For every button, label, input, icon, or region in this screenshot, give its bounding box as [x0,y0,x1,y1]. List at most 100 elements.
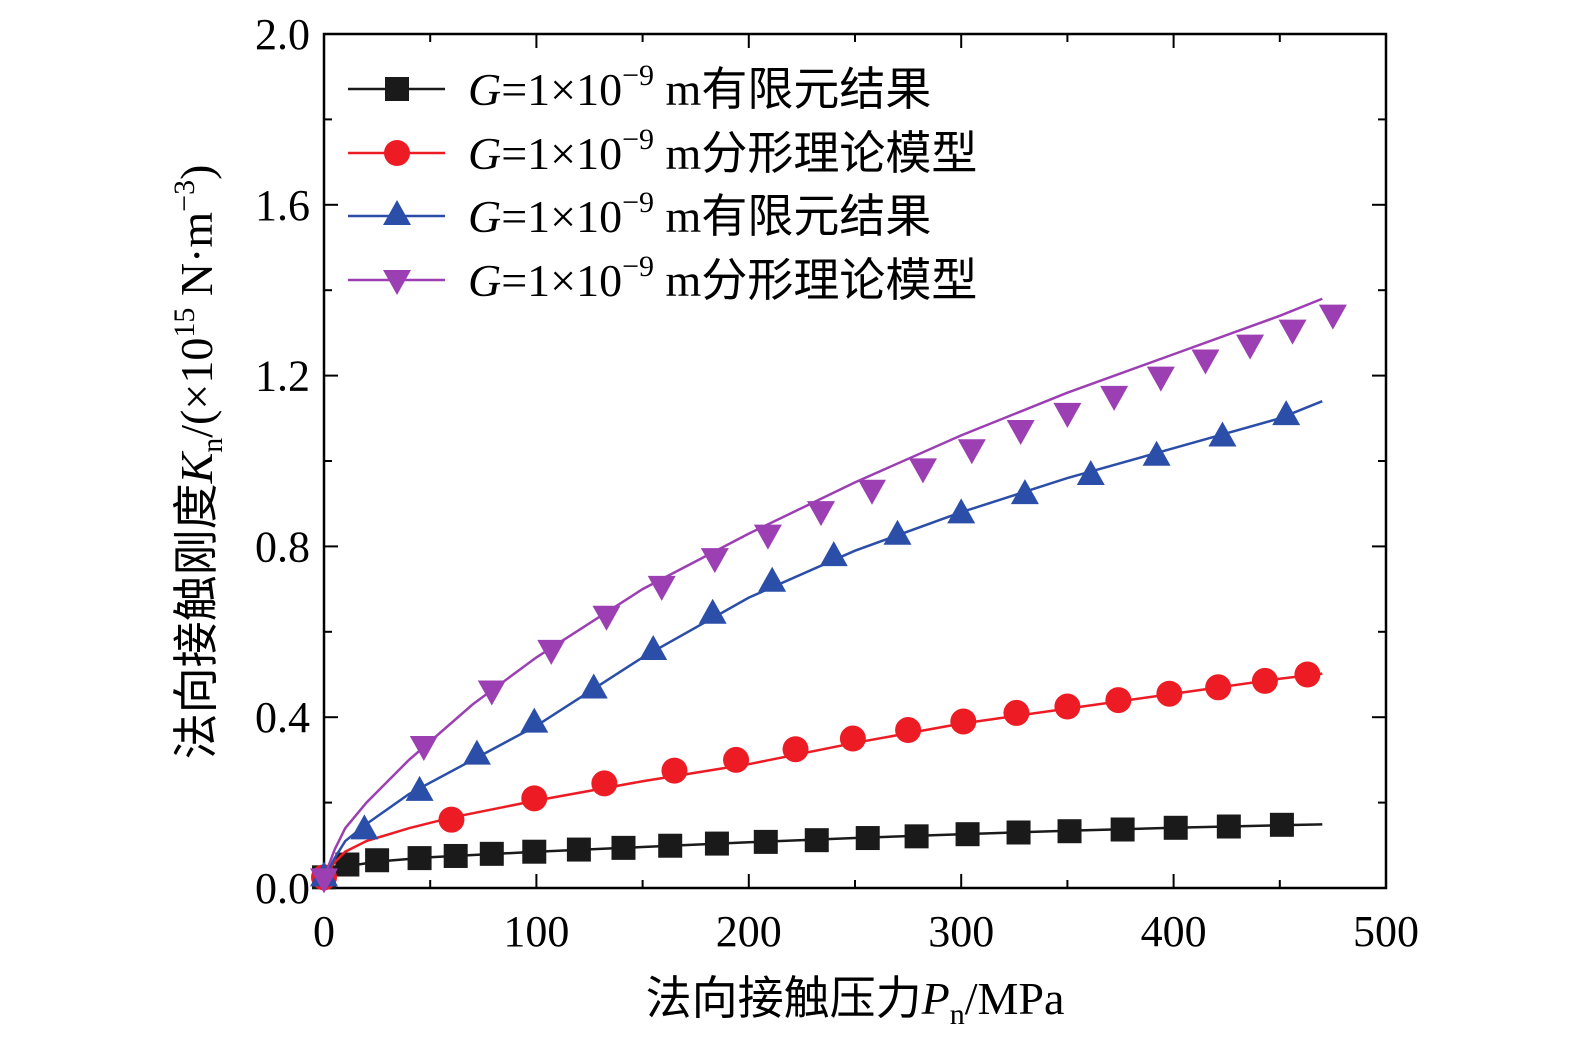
data-point-triangle-up [1142,440,1171,466]
data-point-square [522,839,547,864]
y-axis-label-sup: 15 [168,308,201,338]
data-point-square [904,824,929,849]
data-point-square [955,822,980,847]
data-point-triangle-down [310,868,338,894]
data-point-circle [1251,667,1278,694]
data-point-square [611,835,636,860]
legend-item-3: G=1×10−9 m有限元结果 [348,186,931,242]
data-point-triangle-up [1272,400,1301,426]
data-point-triangle-down [1006,419,1035,445]
data-point-triangle-down [753,524,782,550]
y-tick-label: 0.0 [255,864,310,913]
data-point-triangle-up [350,814,379,840]
data-point-triangle-down [807,501,836,527]
y-axis-label-var: K [171,450,222,484]
data-point-circle [839,725,866,752]
data-point-circle [1294,661,1321,688]
data-point-circle [1205,674,1232,701]
data-point-triangle-down [1100,385,1129,411]
legend-text-4: G=1×10−9 m分形理论模型 [468,250,977,306]
x-tick-label: 100 [503,907,569,956]
series-4 [310,297,1347,894]
y-tick-label: 1.6 [255,181,310,230]
data-point-triangle-down [1278,319,1307,345]
x-tick-label: 500 [1353,907,1419,956]
data-point-triangle-down [1236,334,1265,360]
y-axis-label-open: /(×10 [171,338,222,438]
data-point-circle [591,770,618,797]
legend-text-1: G=1×10−9 m有限元结果 [468,59,931,115]
x-axis-label-prefix: 法向接触压力 [646,973,922,1024]
data-point-triangle-up [405,775,434,801]
data-point-triangle-down [700,548,729,574]
legend: G=1×10−9 m有限元结果 G=1×10−9 m分形理论模型 G=1×10−… [348,59,977,306]
legend-item-1: G=1×10−9 m有限元结果 [348,59,931,115]
y-tick-label: 1.2 [255,352,310,401]
data-point-triangle-up [819,541,848,567]
x-axis-label-var: P [921,973,950,1024]
data-point-triangle-up [1208,421,1237,447]
data-point-square [753,829,778,854]
data-point-square [479,841,504,866]
data-point-square [365,848,390,873]
data-point-triangle-up [947,498,976,524]
legend-text-3: G=1×10−9 m有限元结果 [468,186,931,242]
data-point-triangle-up [639,635,668,661]
data-point-triangle-down [1318,304,1347,330]
legend-item-4: G=1×10−9 m分形理论模型 [348,250,977,306]
data-point-triangle-up [758,566,787,592]
data-point-circle [895,717,922,744]
data-point-triangle-down [592,605,621,631]
data-point-triangle-down [908,458,937,484]
x-tick-label: 0 [313,907,335,956]
y-tick-label: 0.4 [255,693,310,742]
data-point-square [1163,815,1188,840]
legend-marker-triangle-down [383,270,411,295]
data-point-square [335,852,360,877]
legend-marker-triangle-up [383,200,411,225]
data-point-triangle-up [579,673,608,699]
data-point-circle [950,708,977,735]
y-axis-label-close: ) [171,165,222,180]
data-point-triangle-down [957,439,986,465]
data-point-triangle-down [647,575,676,601]
legend-item-2: G=1×10−9 m分形理论模型 [348,123,977,179]
x-tick-label: 300 [928,907,994,956]
legend-marker-circle [384,140,410,166]
data-point-circle [782,736,809,763]
x-tick-label: 200 [716,907,782,956]
data-point-triangle-down [477,680,506,706]
data-point-square [855,826,880,851]
x-axis-label-sub: n [950,998,965,1031]
y-axis-label-unit: N·m [171,212,222,308]
data-point-triangle-down [857,479,886,505]
x-axis-label: 法向接触压力Pn/MPa [646,973,1065,1031]
data-point-square [443,843,468,868]
data-point-triangle-up [1010,479,1039,505]
data-point-circle [661,757,688,784]
data-point-square [1057,819,1082,844]
series-layer [310,297,1347,894]
data-point-square [1269,812,1294,837]
series-4-line [322,297,1323,887]
data-point-triangle-up [698,598,727,624]
y-axis-label: 法向接触刚度Kn/(×1015 N·m−3) [168,165,229,760]
data-point-circle [723,746,750,773]
data-point-triangle-down [409,735,438,761]
data-point-square [658,833,683,858]
data-point-triangle-down [537,639,566,665]
y-axis-label-sub: n [196,438,229,453]
legend-marker-square [385,77,409,101]
y-axis-label-unit-sup: −3 [168,180,201,212]
x-tick-label: 400 [1141,907,1207,956]
data-point-triangle-up [462,739,491,765]
data-point-circle [1156,680,1183,707]
data-point-circle [1003,699,1030,726]
data-point-triangle-down [1146,366,1175,392]
data-point-triangle-up [883,519,912,545]
data-point-square [1006,820,1031,845]
data-point-triangle-up [1076,459,1105,485]
x-axis-label-suffix: /MPa [965,973,1065,1024]
data-point-circle [1054,693,1081,720]
